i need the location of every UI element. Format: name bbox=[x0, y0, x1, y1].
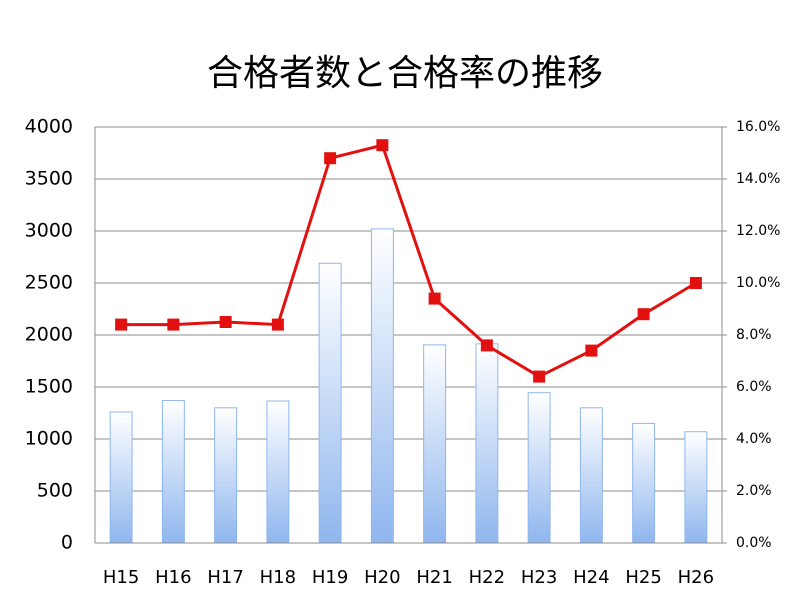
y2-tick-label: 12.0% bbox=[736, 223, 780, 239]
chart-title: 合格者数と合格率の推移 bbox=[207, 53, 603, 94]
y-tick-label: 3500 bbox=[25, 168, 73, 190]
y2-tick-label: 0.0% bbox=[736, 535, 772, 551]
bar bbox=[370, 228, 394, 544]
x-tick-label: H22 bbox=[469, 567, 505, 588]
marker bbox=[428, 292, 441, 305]
x-tick-label: H19 bbox=[312, 567, 348, 588]
marker bbox=[219, 316, 232, 328]
y-tick-label: 1500 bbox=[25, 376, 73, 398]
y-tick-label: 500 bbox=[37, 480, 73, 502]
x-tick-label: H26 bbox=[678, 567, 714, 588]
marker bbox=[637, 308, 650, 321]
marker bbox=[271, 318, 284, 331]
bar bbox=[632, 422, 656, 544]
y2-tick-label: 14.0% bbox=[736, 171, 780, 187]
marker bbox=[167, 318, 180, 331]
y-tick-label: 2000 bbox=[25, 324, 73, 346]
bar bbox=[318, 262, 342, 544]
x-tick-label: H24 bbox=[573, 567, 609, 588]
bar bbox=[475, 343, 499, 544]
y2-tick-label: 4.0% bbox=[736, 431, 772, 447]
y-tick-label: 0 bbox=[61, 532, 73, 554]
x-tick-label: H25 bbox=[625, 567, 661, 588]
marker bbox=[585, 344, 598, 357]
marker bbox=[533, 370, 546, 383]
y2-tick-label: 10.0% bbox=[736, 275, 780, 291]
y2-tick-label: 6.0% bbox=[736, 379, 772, 395]
bar bbox=[214, 407, 238, 544]
x-tick-label: H18 bbox=[260, 567, 296, 588]
x-tick-label: H15 bbox=[103, 567, 139, 588]
marker bbox=[324, 152, 337, 165]
marker bbox=[376, 139, 389, 152]
y2-tick-label: 2.0% bbox=[736, 483, 772, 499]
bar bbox=[266, 400, 290, 544]
x-tick-label: H21 bbox=[416, 567, 452, 588]
x-tick-label: H17 bbox=[207, 567, 243, 588]
bar bbox=[161, 400, 185, 544]
marker bbox=[115, 318, 128, 331]
bar bbox=[684, 431, 708, 544]
y-tick-label: 3000 bbox=[25, 220, 73, 242]
bar bbox=[423, 344, 447, 544]
marker bbox=[689, 277, 702, 289]
x-tick-label: H23 bbox=[521, 567, 557, 588]
bar bbox=[527, 392, 551, 544]
x-tick-label: H16 bbox=[155, 567, 191, 588]
y2-tick-label: 8.0% bbox=[736, 327, 772, 343]
x-tick-label: H20 bbox=[364, 567, 400, 588]
y2-tick-label: 16.0% bbox=[736, 119, 780, 135]
y-tick-label: 1000 bbox=[25, 428, 73, 450]
line bbox=[121, 143, 697, 379]
bar bbox=[109, 411, 133, 544]
y-tick-label: 4000 bbox=[25, 116, 73, 138]
y-tick-label: 2500 bbox=[25, 272, 73, 294]
marker bbox=[480, 339, 493, 352]
bar bbox=[579, 407, 603, 544]
